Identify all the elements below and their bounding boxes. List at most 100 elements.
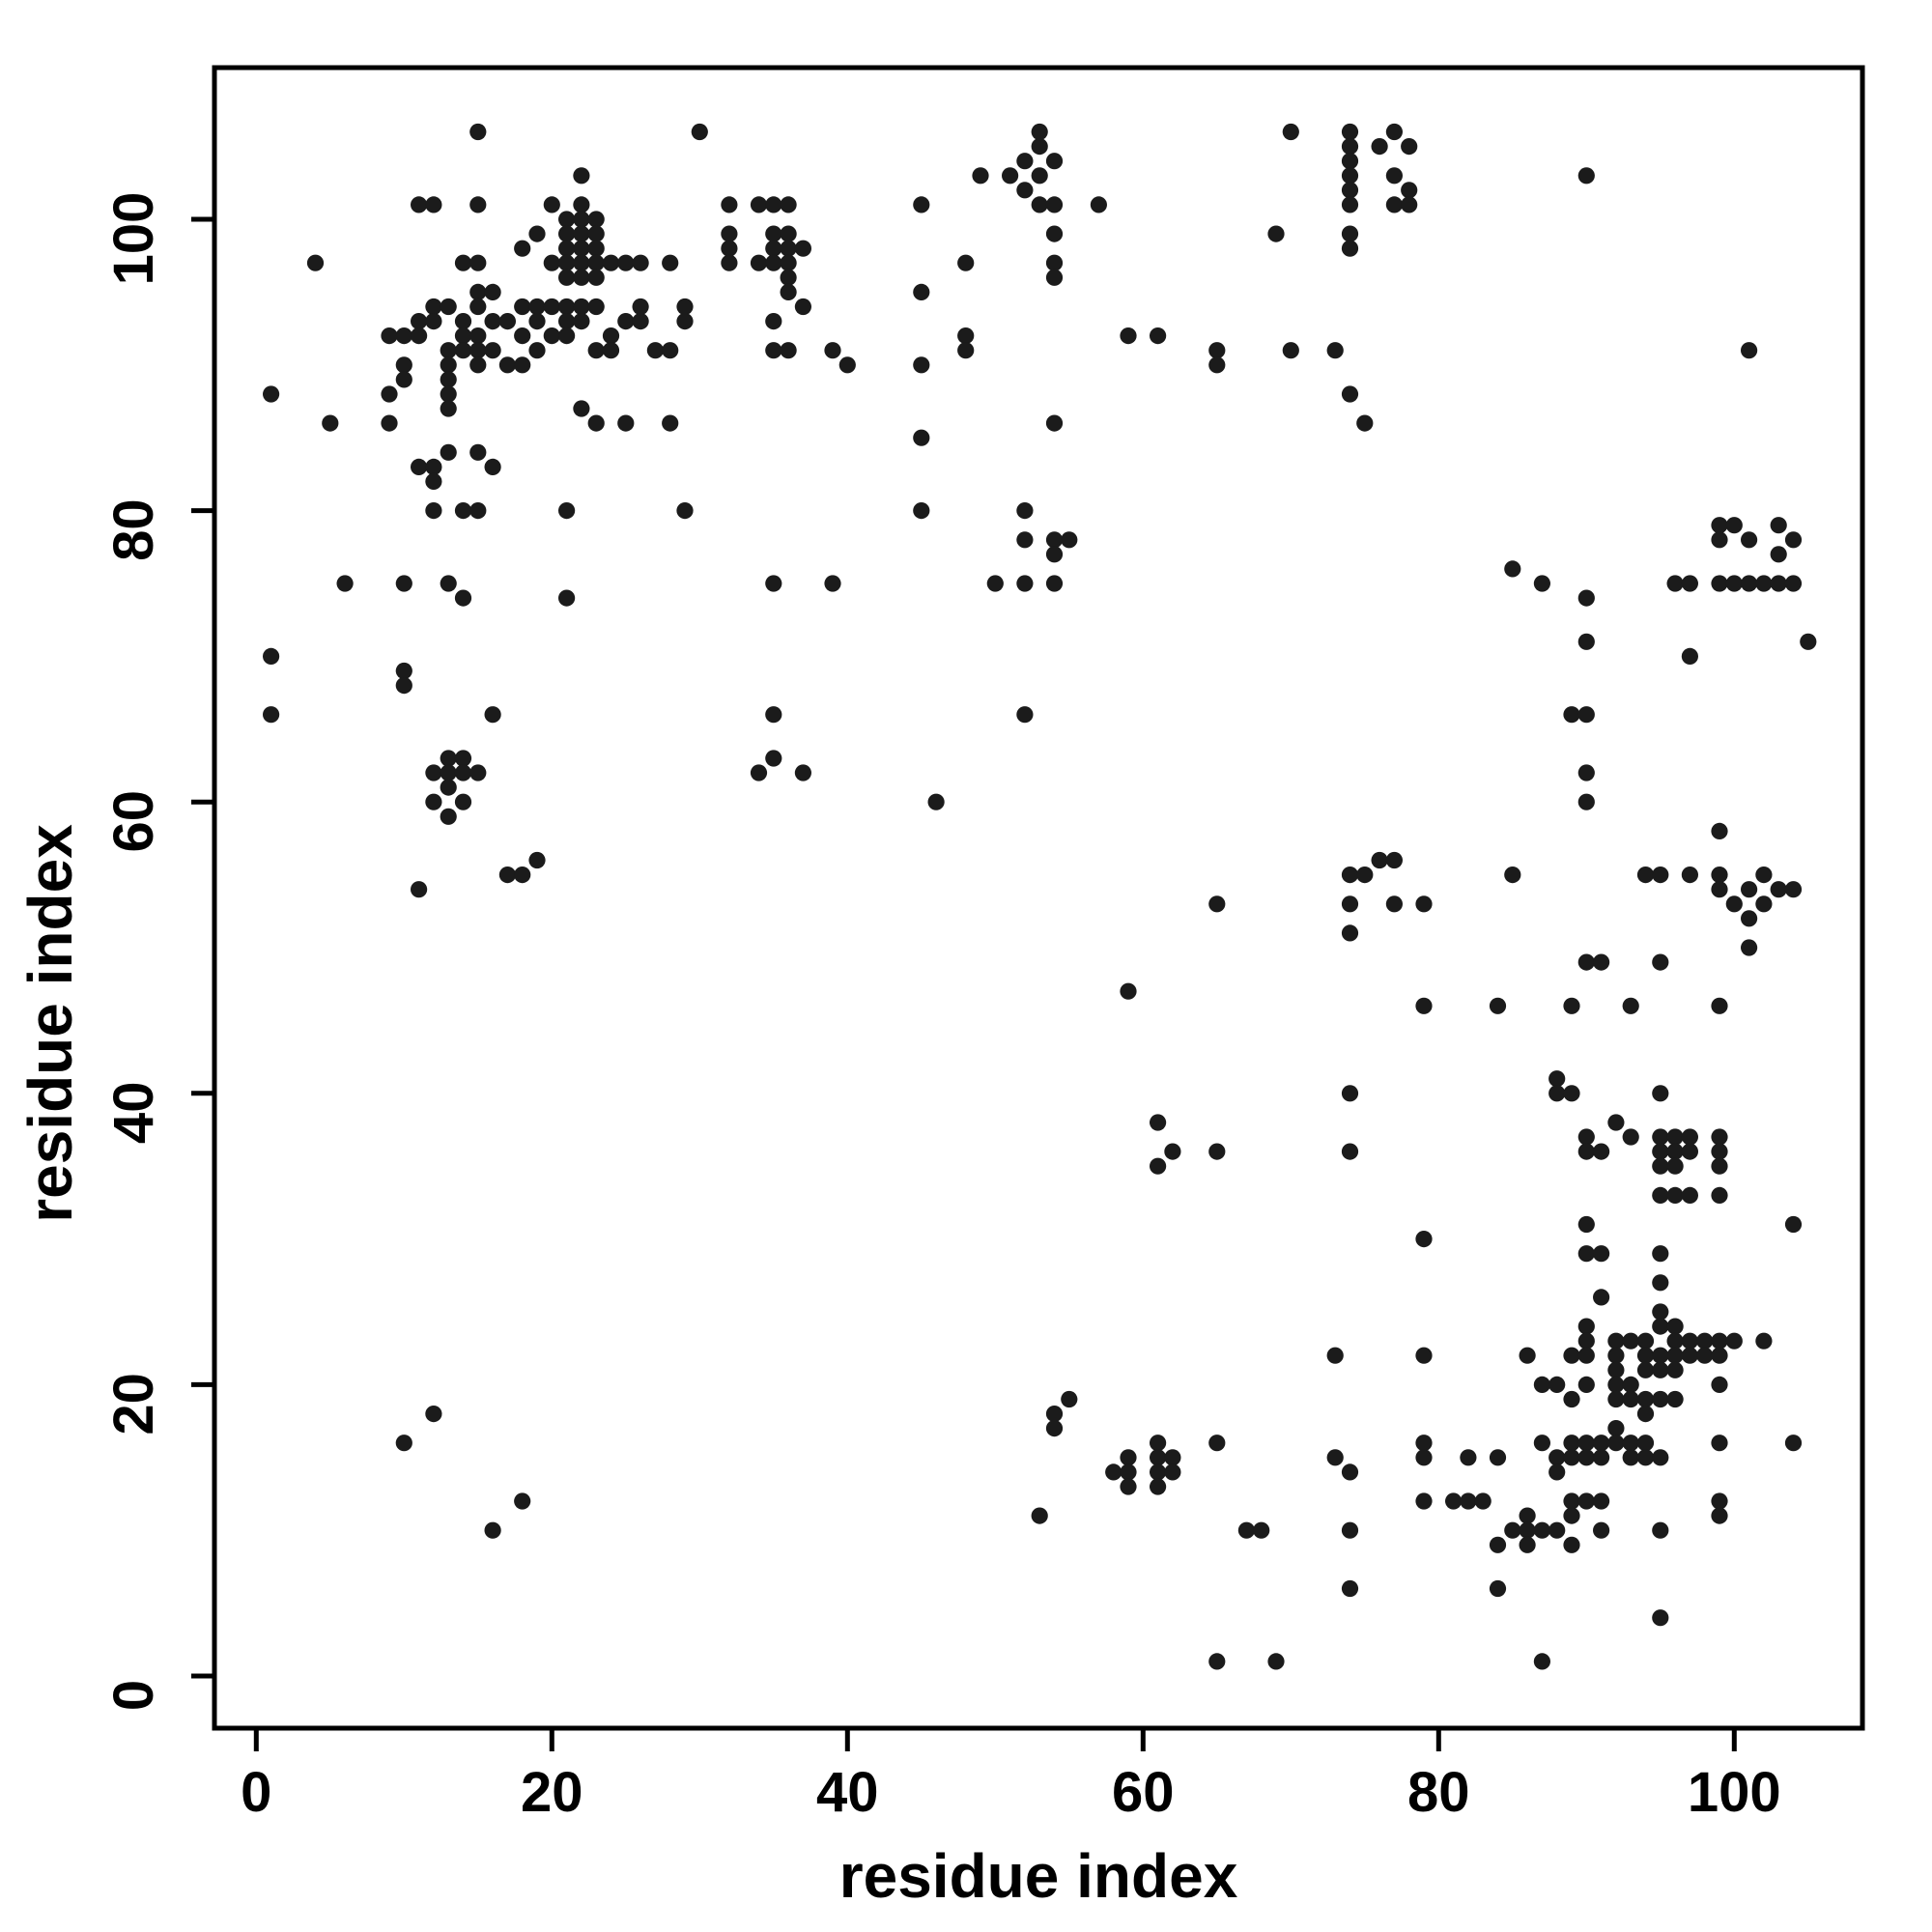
data-point bbox=[1519, 1521, 1536, 1539]
data-point bbox=[1666, 1143, 1684, 1160]
data-point bbox=[1681, 1128, 1698, 1146]
data-point bbox=[454, 254, 472, 271]
data-point bbox=[676, 502, 694, 520]
data-point bbox=[1577, 793, 1595, 810]
data-point bbox=[1031, 123, 1048, 141]
data-point bbox=[765, 254, 782, 271]
data-point bbox=[440, 808, 457, 825]
data-point bbox=[587, 414, 605, 432]
data-point bbox=[381, 327, 398, 345]
data-point bbox=[573, 196, 590, 213]
data-point bbox=[1120, 982, 1137, 1000]
data-point bbox=[1031, 1507, 1048, 1524]
data-point bbox=[1548, 1463, 1566, 1481]
data-point bbox=[543, 298, 560, 316]
data-point bbox=[543, 254, 560, 271]
data-point bbox=[1563, 1390, 1580, 1408]
data-point bbox=[1666, 1186, 1684, 1204]
data-point bbox=[1504, 867, 1521, 884]
data-point bbox=[1016, 531, 1034, 549]
data-point bbox=[1784, 1435, 1803, 1452]
data-point bbox=[1652, 1303, 1669, 1321]
data-point bbox=[1563, 1507, 1580, 1524]
data-point bbox=[1120, 1478, 1137, 1495]
data-point bbox=[440, 750, 457, 767]
data-point bbox=[1711, 575, 1728, 592]
data-point bbox=[573, 313, 590, 330]
data-point bbox=[1282, 342, 1299, 359]
data-point bbox=[263, 647, 280, 666]
data-point bbox=[395, 371, 412, 388]
data-point bbox=[1519, 1536, 1536, 1553]
data-point bbox=[587, 211, 605, 228]
data-point bbox=[528, 342, 546, 359]
data-point bbox=[632, 298, 649, 316]
data-point bbox=[558, 298, 576, 316]
data-point bbox=[1666, 1318, 1684, 1335]
data-point bbox=[1120, 327, 1137, 345]
data-point bbox=[1770, 517, 1787, 534]
data-point bbox=[1341, 167, 1359, 185]
plot-frame bbox=[212, 65, 1865, 1731]
data-point bbox=[558, 211, 576, 228]
data-point bbox=[632, 313, 649, 330]
data-point bbox=[721, 225, 738, 242]
data-point bbox=[1711, 997, 1728, 1014]
data-point bbox=[425, 502, 442, 520]
data-point bbox=[794, 764, 812, 781]
data-point bbox=[1593, 1521, 1610, 1539]
data-point bbox=[824, 575, 841, 592]
data-point bbox=[469, 502, 487, 520]
data-point bbox=[1401, 138, 1418, 156]
data-point bbox=[1548, 1070, 1566, 1088]
data-point bbox=[1711, 1492, 1728, 1510]
data-point bbox=[1237, 1521, 1255, 1539]
data-point bbox=[558, 313, 576, 330]
data-point bbox=[454, 502, 472, 520]
data-point bbox=[1784, 1215, 1803, 1234]
data-point bbox=[1341, 240, 1359, 257]
data-point bbox=[1652, 1318, 1669, 1335]
y-axis-ticks bbox=[191, 216, 214, 1679]
data-point bbox=[558, 327, 576, 345]
data-point bbox=[1711, 1128, 1728, 1146]
data-point bbox=[1652, 1186, 1669, 1204]
data-point bbox=[469, 283, 487, 300]
data-point bbox=[1711, 1332, 1728, 1350]
data-point bbox=[336, 575, 354, 592]
data-point bbox=[573, 400, 590, 417]
data-point bbox=[1636, 1406, 1655, 1423]
data-point bbox=[1741, 881, 1758, 898]
data-point bbox=[1652, 1245, 1669, 1263]
data-point bbox=[1681, 1143, 1698, 1160]
data-point bbox=[913, 429, 930, 446]
axis-tick-label: 0 bbox=[102, 1680, 165, 1711]
data-point bbox=[1208, 342, 1226, 359]
data-point bbox=[1652, 1347, 1669, 1364]
data-point bbox=[381, 414, 398, 432]
data-point bbox=[411, 327, 428, 345]
data-point bbox=[1577, 1376, 1595, 1393]
data-point bbox=[1636, 867, 1655, 884]
data-point bbox=[1593, 1435, 1610, 1452]
data-point bbox=[957, 342, 975, 359]
data-point bbox=[498, 313, 517, 330]
data-point bbox=[514, 240, 531, 257]
data-point bbox=[1636, 1390, 1655, 1408]
data-point bbox=[1636, 1347, 1655, 1364]
data-point bbox=[957, 327, 975, 345]
data-point bbox=[1711, 517, 1728, 534]
data-point bbox=[1533, 1653, 1550, 1670]
data-point bbox=[1341, 1143, 1359, 1160]
data-point bbox=[514, 867, 531, 884]
data-point bbox=[721, 196, 738, 213]
data-point bbox=[1577, 1143, 1595, 1160]
data-point bbox=[469, 123, 487, 141]
data-point bbox=[1371, 138, 1388, 156]
data-point bbox=[986, 575, 1004, 592]
data-point bbox=[1002, 167, 1019, 185]
data-point bbox=[498, 867, 517, 884]
data-point bbox=[1208, 1143, 1226, 1160]
